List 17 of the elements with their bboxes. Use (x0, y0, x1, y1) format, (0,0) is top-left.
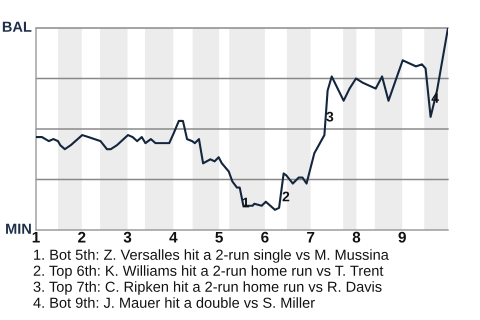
x-tick-label: 4 (169, 232, 178, 242)
x-tick-label: 2 (78, 232, 86, 242)
x-tick-label: 6 (261, 232, 269, 243)
x-tick-label: 7 (307, 232, 314, 242)
ref-line-label: MIN (6, 224, 31, 234)
text: 4. Bot 9th: J. Mauer hit a double vs S. Miller (33, 297, 315, 308)
x-tick-label: 8 (352, 232, 360, 243)
x-tick-label: 5 (215, 232, 223, 243)
annotation: 3 (326, 112, 334, 122)
ref-line-label: BAL (2, 22, 32, 32)
text: 3. Top 7th: C. Ripken hit a 2-run home run vs R. Davis (34, 281, 382, 295)
text: 2. Top 6th: K. Williams hit a 2-run home run vs T. Trent (34, 265, 384, 279)
x-tick-label: 3 (124, 232, 132, 243)
x-tick-label: 1 (32, 232, 40, 242)
x-tick-label: 9 (398, 232, 406, 243)
annotation: 2 (282, 192, 290, 202)
text: 1. Bot 5th: Z. Versalles hit a 2-run single vs M. Mussina (34, 249, 389, 263)
